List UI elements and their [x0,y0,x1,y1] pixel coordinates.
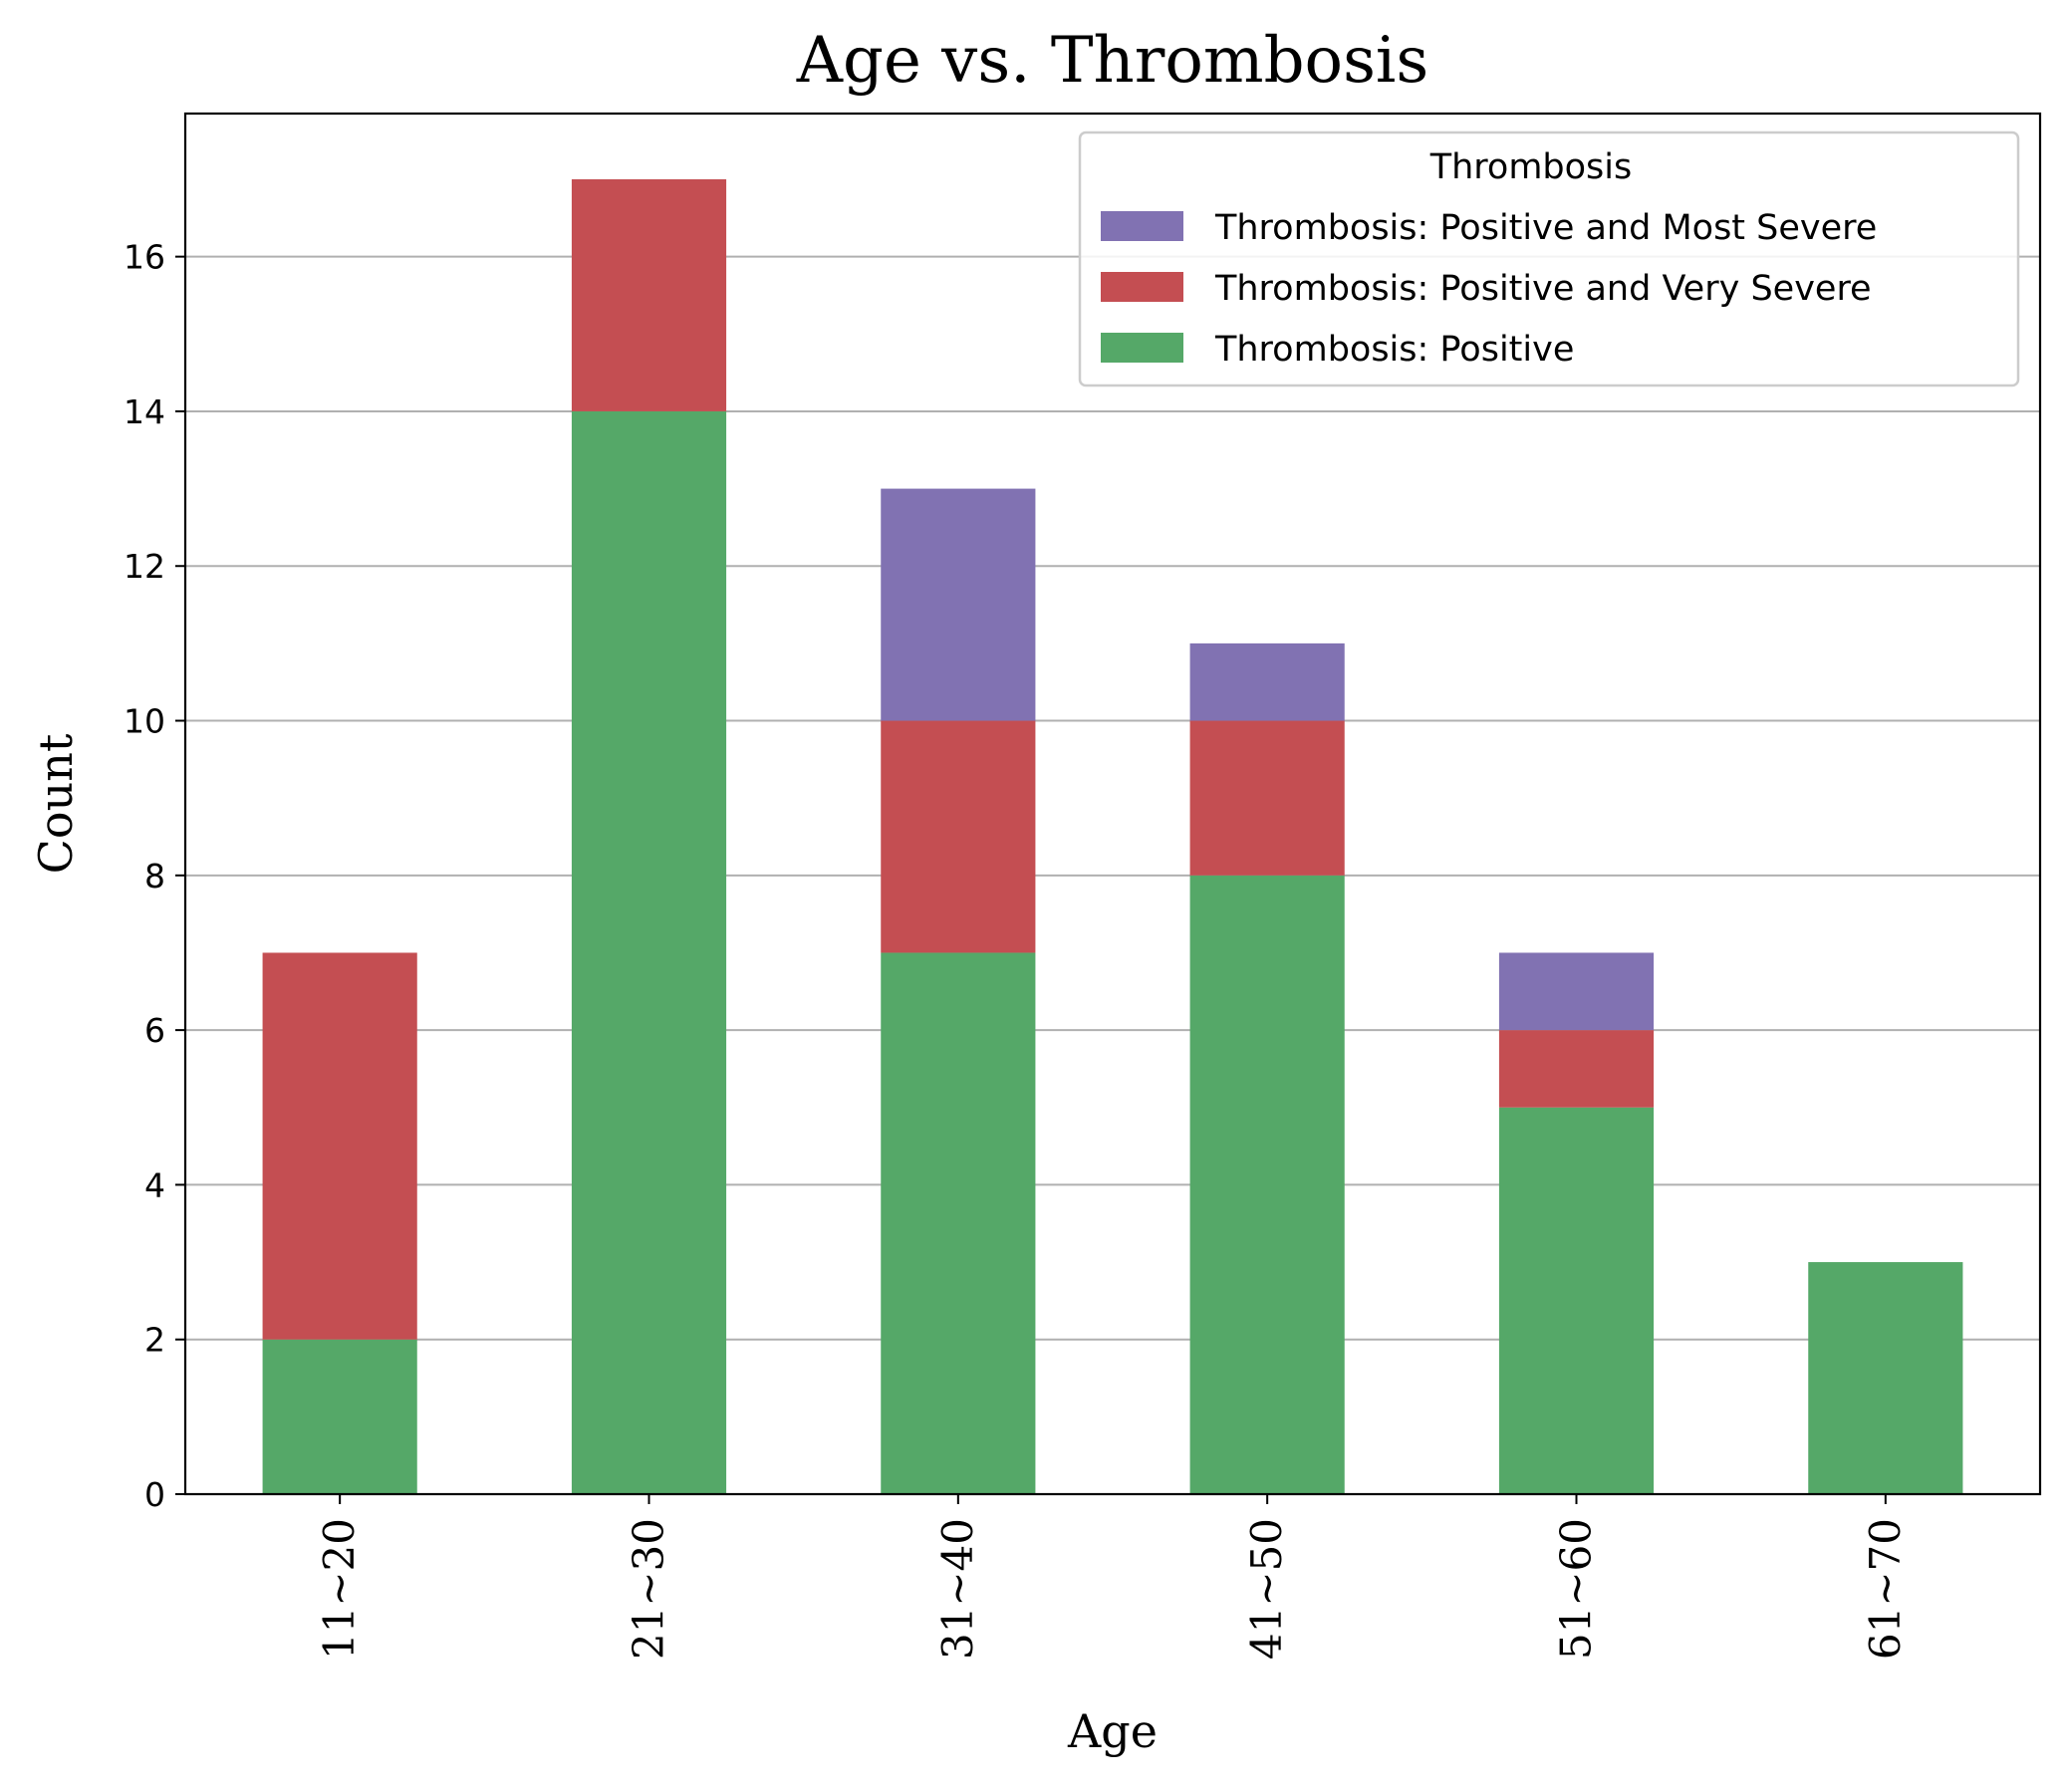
bar-segment [571,179,727,411]
grid-lines [185,255,2040,1495]
legend-title: Thrombosis [1429,147,1633,187]
legend-entries: Thrombosis: Positive and Most Severe Thro… [1101,208,1877,370]
y-tick-label: 10 [124,702,165,741]
legend-label: Thrombosis: Positive [1214,330,1574,370]
bar-segment [1498,1107,1655,1494]
y-axis-ticks: 0 2 4 6 8 10 12 14 16 [124,238,185,1514]
x-tick-label: 11~20 [315,1518,364,1660]
bar-segment [262,952,417,1340]
bar-segment [1189,875,1345,1494]
x-tick-label: 31~40 [933,1518,982,1660]
y-tick-label: 12 [124,547,165,586]
bar-segment [262,1339,417,1494]
y-tick-label: 14 [124,392,165,431]
y-tick-label: 2 [144,1321,165,1360]
y-tick-label: 8 [144,857,165,896]
x-tick-label: 21~30 [625,1518,673,1660]
x-axis-ticks: 11~20 21~30 31~40 41~50 51~60 61~70 [315,1494,1910,1660]
y-tick-label: 16 [124,238,165,277]
bar-segment [1498,952,1655,1031]
x-tick-label: 51~60 [1552,1518,1601,1660]
bar-segment [571,410,727,1494]
bars [262,179,1963,1494]
bar-segment [1498,1030,1655,1108]
legend-label: Thrombosis: Positive and Very Severe [1214,269,1872,309]
legend-label: Thrombosis: Positive and Most Severe [1214,208,1877,248]
bar-segment [881,952,1036,1494]
legend-swatch [1101,333,1183,363]
y-tick-label: 4 [144,1165,165,1204]
x-tick-label: 61~70 [1861,1518,1910,1660]
bar-segment [881,720,1036,953]
y-tick-label: 0 [144,1475,165,1514]
y-tick-label: 6 [144,1011,165,1050]
chart-title: Age vs. Thrombosis [796,24,1428,98]
y-axis-label: Count [29,733,83,874]
x-axis-label: Age [1067,1704,1158,1758]
bar-segment [1808,1262,1963,1494]
plot-frame [183,112,2042,1496]
legend-swatch [1101,211,1183,241]
legend-swatch [1101,272,1183,302]
x-tick-label: 41~50 [1242,1518,1291,1660]
bar-segment [881,488,1036,721]
bar-segment [1189,720,1345,876]
bar-segment [1189,642,1345,721]
legend-frame [1078,130,2020,387]
legend: Thrombosis Thrombosis: Positive and Most… [1078,130,2020,387]
